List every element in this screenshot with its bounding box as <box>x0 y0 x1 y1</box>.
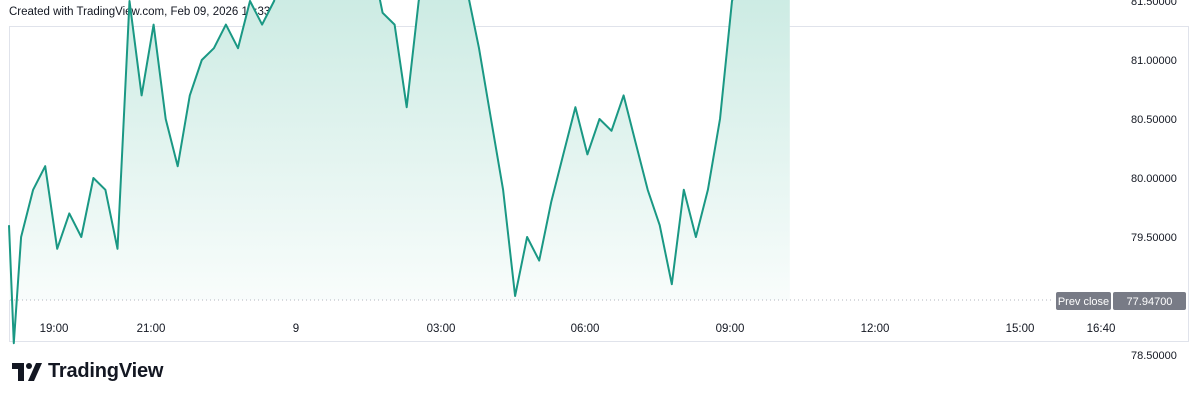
chart-credit-note: Created with TradingView.com, Feb 09, 20… <box>9 6 308 18</box>
x-tick-label: 19:00 <box>40 323 69 335</box>
brand-logo[interactable]: TradingView <box>12 360 163 383</box>
y-tick-label: 81.00000 <box>1131 55 1177 67</box>
chart-frame[interactable] <box>9 26 1189 342</box>
price-area <box>9 0 790 344</box>
y-tick-label: 79.50000 <box>1131 232 1177 244</box>
price-line[interactable] <box>8 0 790 345</box>
prev-close-value-tag <box>1113 292 1186 310</box>
x-tick-label: 16:40 <box>1087 323 1116 335</box>
x-tick-label: 12:00 <box>861 323 890 335</box>
y-tick-label: 81.50000 <box>1131 0 1177 8</box>
x-tick-label: 9 <box>293 323 299 335</box>
prev-close-label: Prev close <box>1058 296 1109 308</box>
tradingview-logo-icon <box>12 362 42 381</box>
prev-close-value: 77.94700 <box>1127 296 1173 308</box>
x-tick-label: 06:00 <box>571 323 600 335</box>
x-tick-label: 21:00 <box>137 323 166 335</box>
x-tick-label: 15:00 <box>1006 323 1035 335</box>
x-tick-label: 03:00 <box>427 323 456 335</box>
y-tick-label: 80.50000 <box>1131 114 1177 126</box>
x-tick-label: 09:00 <box>716 323 745 335</box>
brand-name: TradingView <box>48 360 164 382</box>
prev-close-tag <box>1056 292 1111 310</box>
y-tick-label: 80.00000 <box>1131 173 1177 185</box>
y-tick-label: 78.50000 <box>1131 350 1177 362</box>
